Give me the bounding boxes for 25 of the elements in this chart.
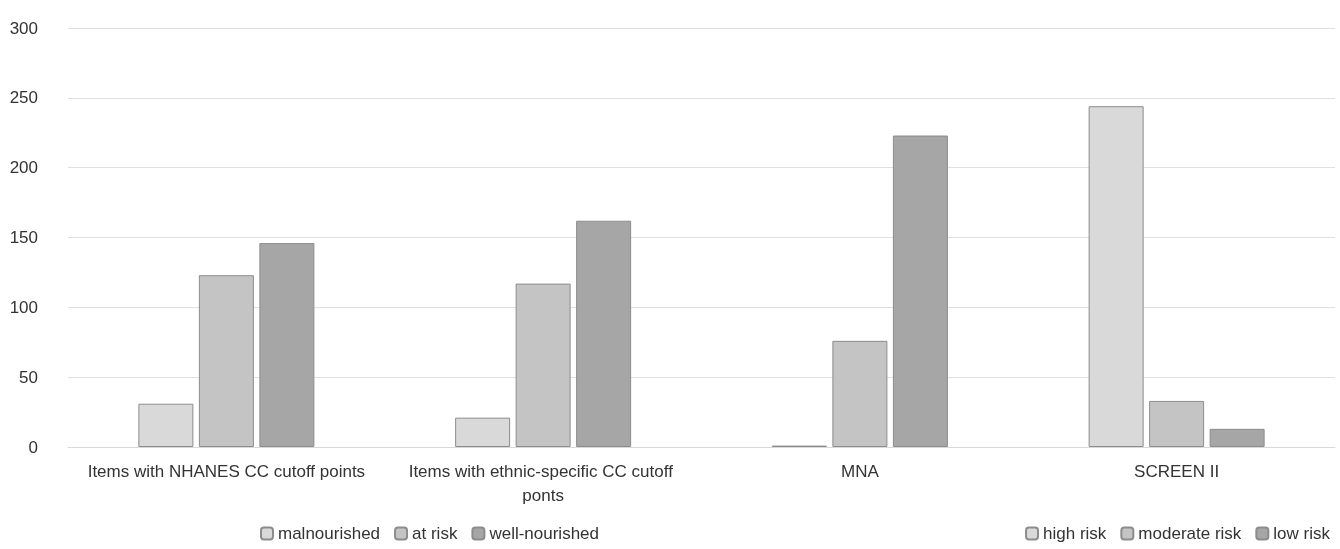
legend-label: at risk [412, 524, 458, 543]
y-tick-label: 0 [28, 437, 38, 457]
legend-label: well-nourished [488, 524, 600, 543]
legend-label: high risk [1043, 524, 1107, 543]
bar [515, 283, 571, 447]
x-tick-label: MNA [840, 461, 880, 481]
x-tick-label: Items with NHANES CC cutoff points [87, 461, 366, 481]
y-tick-label: 100 [9, 297, 38, 317]
bar [1149, 400, 1205, 447]
legend-label: malnourished [278, 524, 381, 543]
x-tick-label: Items with ethnic-specific CC cutoff ponts [408, 461, 678, 505]
bar [198, 275, 254, 447]
x-tick-label: SCREEN II [1134, 461, 1220, 481]
legend-label: low risk [1273, 524, 1331, 543]
legend-label: moderate risk [1138, 524, 1242, 543]
y-tick-label: 50 [19, 367, 38, 387]
bar [259, 243, 315, 447]
y-tick-label: 150 [9, 228, 38, 247]
bar [1209, 428, 1265, 447]
bar [576, 220, 632, 447]
y-tick-label: 200 [9, 158, 38, 178]
y-tick-label: 250 [9, 88, 38, 108]
y-tick-label: 300 [9, 18, 38, 38]
bar [892, 135, 948, 447]
bar [832, 340, 888, 447]
